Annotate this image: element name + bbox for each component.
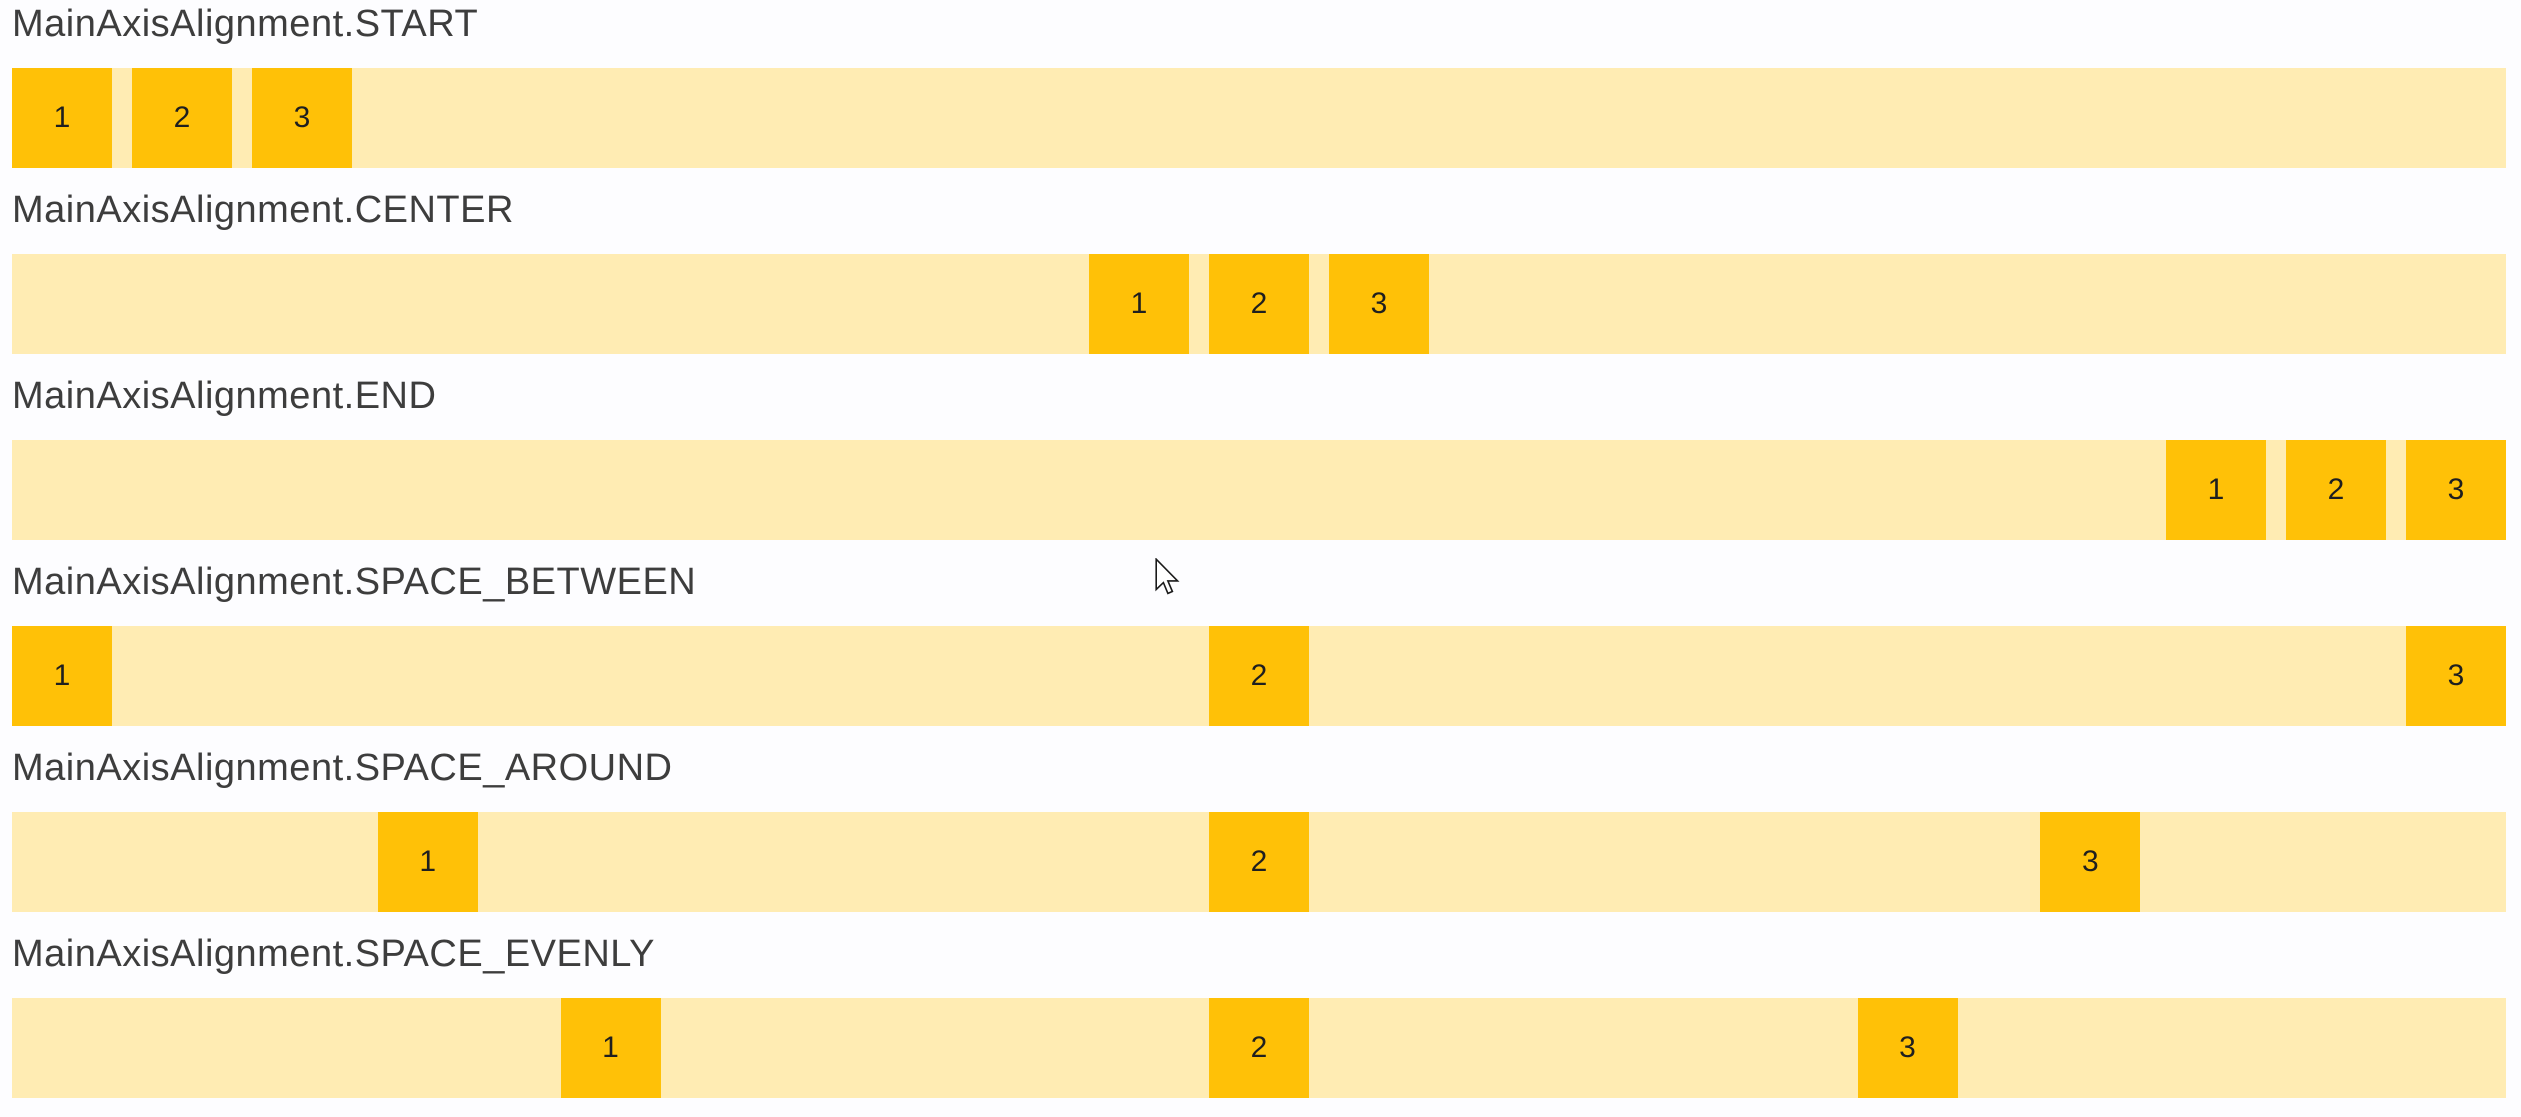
section-end: MainAxisAlignment.END 1 2 3 (12, 372, 2506, 540)
row-item: 1 (1089, 254, 1189, 354)
alignment-row: 1 2 3 (12, 254, 2506, 354)
section-space-around: MainAxisAlignment.SPACE_AROUND 1 2 3 (12, 744, 2506, 912)
row-item: 2 (1209, 626, 1309, 726)
section-label: MainAxisAlignment.SPACE_BETWEEN (12, 561, 697, 603)
alignment-row: 1 2 3 (12, 998, 2506, 1098)
row-item: 3 (2040, 812, 2141, 912)
section-label: MainAxisAlignment.SPACE_AROUND (12, 747, 673, 789)
row-item: 3 (1329, 254, 1429, 354)
section-space-evenly: MainAxisAlignment.SPACE_EVENLY 1 2 3 (12, 930, 2506, 1098)
row-item: 1 (377, 812, 478, 912)
alignment-row: 1 2 3 (12, 440, 2506, 540)
row-item: 3 (2406, 626, 2506, 726)
row-item: 2 (1209, 998, 1309, 1098)
row-item: 2 (132, 68, 232, 168)
row-item: 1 (12, 626, 112, 726)
row-item: 1 (560, 998, 661, 1098)
section-label: MainAxisAlignment.CENTER (12, 189, 514, 231)
row-item: 3 (252, 68, 352, 168)
row-item: 1 (12, 68, 112, 168)
row-item: 3 (2406, 440, 2506, 540)
section-center: MainAxisAlignment.CENTER 1 2 3 (12, 186, 2506, 354)
section-start: MainAxisAlignment.START 1 2 3 (12, 0, 2506, 168)
alignment-row: 1 2 3 (12, 812, 2506, 912)
section-label: MainAxisAlignment.SPACE_EVENLY (12, 933, 655, 975)
row-item: 1 (2166, 440, 2266, 540)
row-item: 3 (1857, 998, 1958, 1098)
row-item: 2 (1209, 254, 1309, 354)
row-item: 2 (2286, 440, 2386, 540)
row-item: 2 (1208, 812, 1309, 912)
section-label: MainAxisAlignment.END (12, 375, 437, 417)
section-label: MainAxisAlignment.START (12, 3, 479, 45)
section-space-between: MainAxisAlignment.SPACE_BETWEEN 1 2 3 (12, 558, 2506, 726)
alignment-row: 1 2 3 (12, 626, 2506, 726)
alignment-row: 1 2 3 (12, 68, 2506, 168)
